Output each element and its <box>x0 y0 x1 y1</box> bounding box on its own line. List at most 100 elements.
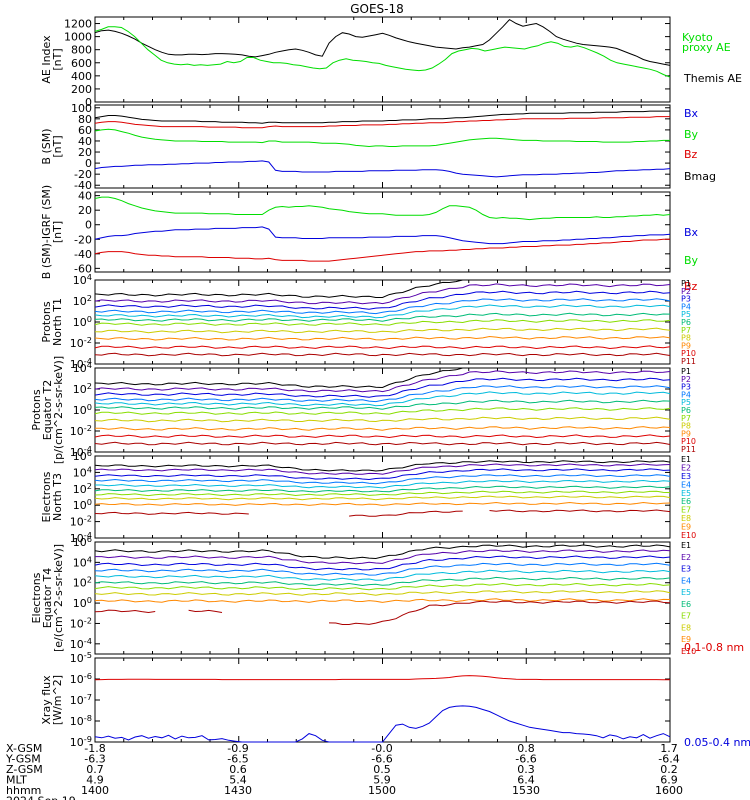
y-tick-label: 10-4 <box>70 444 92 459</box>
series-e5 <box>94 569 671 581</box>
y-axis-label: North T1 <box>51 298 64 346</box>
y-axis-label: Equator T2 <box>41 380 54 440</box>
legend: 0.1-0.8 nm 0.05-0.4 nm <box>684 641 750 749</box>
y-axis-label: B (SM)-IGRF (SM) <box>40 185 53 279</box>
legend-entry: P10 <box>681 437 696 446</box>
legend-entry: P2 <box>681 287 691 296</box>
series-themis-ae <box>94 18 671 66</box>
legend-entry: E10 <box>681 531 696 540</box>
series-e10 <box>349 510 463 517</box>
y-tick-label: 102 <box>73 381 92 396</box>
y-tick-label: 104 <box>73 554 92 569</box>
legend-entry: E3 <box>681 565 691 574</box>
series-e1 <box>94 544 671 560</box>
y-tick-label: 102 <box>73 481 92 496</box>
series-bx <box>94 160 671 178</box>
x-axis-table: X-GSM -1.8 -0.9 -0.0 0.8 1.7 Y-GSM -6.3 -6.5 -6.6… <box>5 742 683 800</box>
y-tick-label: 200 <box>71 83 92 96</box>
legend-entry: P4 <box>681 390 691 399</box>
series-p7 <box>94 319 671 326</box>
y-tick-label: 104 <box>73 272 92 287</box>
series-e7 <box>94 490 671 497</box>
legend-entry: P3 <box>681 295 691 304</box>
y-axis-label: [W/m^2] <box>51 675 64 725</box>
x-row-value: 0.7 <box>86 763 104 776</box>
y-axis-label: [e/(cm^2-s-sr-keV)] <box>52 544 65 652</box>
series-p8 <box>94 327 671 334</box>
legend-entry: Themis AE <box>683 72 742 85</box>
legend-entry: E6 <box>681 600 691 609</box>
series-e2 <box>94 463 671 475</box>
legend-entry: E4 <box>681 480 691 489</box>
series-e2 <box>95 549 671 565</box>
legend-entry: P11 <box>681 357 696 366</box>
y-tick-label: 10-5 <box>70 650 92 665</box>
y-tick-label: 102 <box>73 293 92 308</box>
y-tick-label: 104 <box>73 360 92 375</box>
legend-entry: E10 <box>681 647 696 656</box>
y-tick-label: 106 <box>73 534 92 549</box>
x-row-value: -6.5 <box>227 753 248 766</box>
series-kyoto-proxy-ae <box>94 26 671 78</box>
legend: E1 E2 E3 E4 E5 E6 E7 E8 E9 E10 <box>681 541 696 656</box>
y-axis-label: [nT] <box>51 221 64 243</box>
x-row-value: 5.4 <box>229 774 247 787</box>
legend-entry: E2 <box>681 553 691 562</box>
series-p5 <box>94 304 671 319</box>
x-row-value: -0.9 <box>227 742 248 755</box>
legend-entry: By <box>684 254 699 267</box>
legend-entry: Bz <box>684 280 698 293</box>
legend-entry: Bmag <box>684 170 716 183</box>
series-p11 <box>94 352 671 357</box>
legend-entry: E5 <box>681 489 691 498</box>
y-tick-label: 20 <box>78 204 92 217</box>
y-tick-label: 10-9 <box>70 734 92 749</box>
y-axis-label: B (SM) <box>40 128 53 164</box>
series-0-1-0-8-nm <box>94 675 670 681</box>
series-e10 <box>489 509 671 513</box>
chart-title: GOES-18 <box>350 2 404 16</box>
x-row-value: 1430 <box>224 784 252 797</box>
y-tick-label: 80 <box>78 113 92 126</box>
series-p9 <box>94 335 671 341</box>
legend-entry: P10 <box>681 349 696 358</box>
y-tick-label: -20 <box>74 233 92 246</box>
series-p6 <box>94 312 671 322</box>
legend-entry: E1 <box>681 541 691 550</box>
legend-entry: P1 <box>681 279 691 288</box>
series-bz <box>94 116 670 129</box>
x-row-value: 0.8 <box>517 742 535 755</box>
legend-entry: P9 <box>681 429 691 438</box>
y-tick-label: 0 <box>85 157 92 170</box>
y-tick-label: 106 <box>73 448 92 463</box>
series-bmag <box>94 110 670 124</box>
x-row-label: MLT <box>6 774 27 787</box>
x-row-value: 0.3 <box>517 763 535 776</box>
legend-entry: P8 <box>681 422 691 431</box>
x-row-value: -0.0 <box>371 742 392 755</box>
x-row-value: 5.9 <box>373 774 391 787</box>
legend: Bx By Bz <box>684 226 699 293</box>
y-tick-label: 10-2 <box>70 423 92 438</box>
y-tick-label: 10-6 <box>70 671 92 686</box>
legend-entry: E6 <box>681 497 691 506</box>
series-by <box>94 196 671 221</box>
legend-entry: P7 <box>681 326 691 335</box>
legend-entry: Bz <box>684 148 698 161</box>
y-tick-label: 20 <box>78 146 92 159</box>
legend-entry: E7 <box>681 612 691 621</box>
y-tick-label: 104 <box>73 464 92 479</box>
series-e6 <box>94 485 671 493</box>
series-p1 <box>94 279 670 298</box>
series-p11 <box>94 441 671 446</box>
y-axis-label: [nT] <box>51 48 64 70</box>
series-e10 <box>328 600 671 625</box>
legend-entry: P5 <box>681 398 691 407</box>
x-row-value: 6.4 <box>517 774 535 787</box>
series-p10 <box>94 434 671 439</box>
